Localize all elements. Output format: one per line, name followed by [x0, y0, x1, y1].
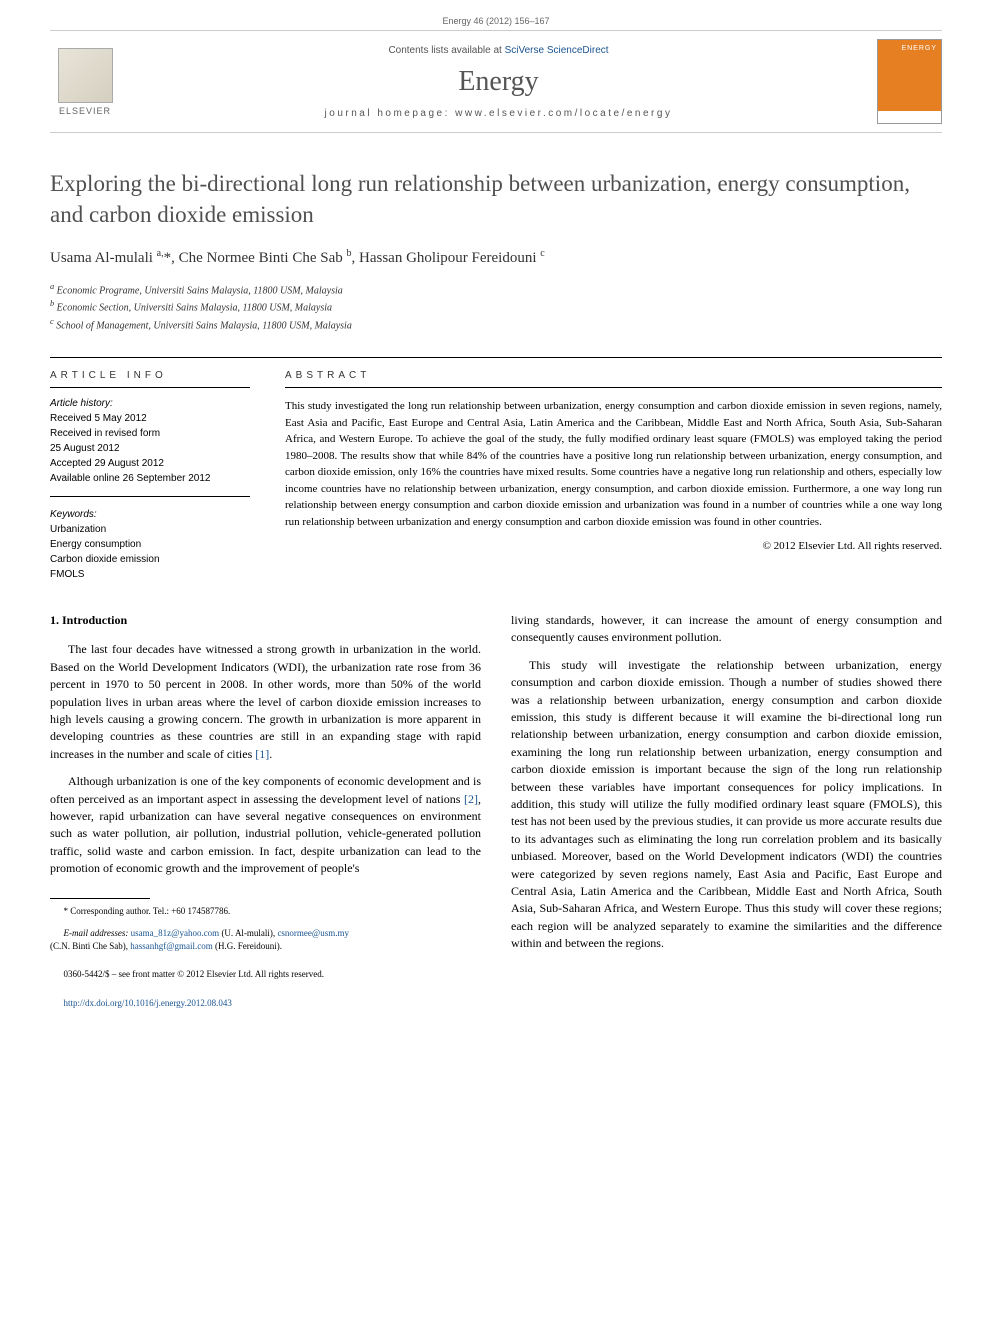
history-label: Article history: — [50, 396, 250, 411]
history-revised-label: Received in revised form — [50, 426, 250, 441]
ref-1-link[interactable]: [1] — [255, 747, 269, 761]
keywords-block: Keywords: Urbanization Energy consumptio… — [50, 507, 250, 582]
cover-title: ENERGY — [901, 45, 937, 52]
history-online: Available online 26 September 2012 — [50, 471, 250, 486]
section-1-heading: 1. Introduction — [50, 612, 481, 629]
email-footnote: E-mail addresses: usama_81z@yahoo.com (U… — [50, 927, 481, 952]
doi-line: http://dx.doi.org/10.1016/j.energy.2012.… — [50, 997, 481, 1010]
body-two-columns: 1. Introduction The last four decades ha… — [50, 612, 942, 1019]
intro-para-2: Although urbanization is one of the key … — [50, 773, 481, 877]
issn-line: 0360-5442/$ – see front matter © 2012 El… — [50, 968, 481, 981]
contents-available-line: Contents lists available at SciVerse Sci… — [135, 45, 862, 56]
history-accepted: Accepted 29 August 2012 — [50, 456, 250, 471]
article-title: Exploring the bi-directional long run re… — [50, 168, 942, 230]
keyword-3: Carbon dioxide emission — [50, 552, 250, 567]
elsevier-tree-icon — [58, 48, 113, 103]
affiliation-a: a Economic Programe, Universiti Sains Ma… — [50, 281, 942, 298]
body-column-right: living standards, however, it can increa… — [511, 612, 942, 1019]
email-link-3[interactable]: hassanhgf@gmail.com — [130, 941, 213, 951]
journal-header: Energy 46 (2012) 156–167 ELSEVIER Conten… — [50, 30, 942, 133]
keyword-1: Urbanization — [50, 522, 250, 537]
abstract-heading: ABSTRACT — [285, 358, 942, 388]
info-abstract-row: ARTICLE INFO Article history: Received 5… — [50, 357, 942, 582]
email-link-2[interactable]: csnormee@usm.my — [277, 928, 349, 938]
keywords-label: Keywords: — [50, 507, 250, 522]
history-revised-date: 25 August 2012 — [50, 441, 250, 456]
affiliations: a Economic Programe, Universiti Sains Ma… — [50, 281, 942, 333]
page-range: Energy 46 (2012) 156–167 — [442, 16, 549, 26]
keyword-2: Energy consumption — [50, 537, 250, 552]
journal-homepage-line: journal homepage: www.elsevier.com/locat… — [135, 108, 862, 119]
footnote-separator — [50, 898, 150, 899]
keyword-4: FMOLS — [50, 567, 250, 582]
article-history: Article history: Received 5 May 2012 Rec… — [50, 396, 250, 497]
corresponding-author-footnote: * Corresponding author. Tel.: +60 174587… — [50, 905, 481, 918]
intro-para-4: This study will investigate the relation… — [511, 657, 942, 953]
article-info-heading: ARTICLE INFO — [50, 358, 250, 388]
history-received: Received 5 May 2012 — [50, 411, 250, 426]
sciencedirect-link[interactable]: SciVerse ScienceDirect — [505, 45, 609, 56]
header-center: Contents lists available at SciVerse Sci… — [135, 45, 862, 119]
doi-link[interactable]: http://dx.doi.org/10.1016/j.energy.2012.… — [64, 998, 232, 1008]
elsevier-label: ELSEVIER — [59, 106, 111, 116]
email-link-1[interactable]: usama_81z@yahoo.com — [131, 928, 220, 938]
abstract-copyright: © 2012 Elsevier Ltd. All rights reserved… — [285, 540, 942, 552]
ref-2-link[interactable]: [2] — [464, 792, 478, 806]
abstract-column: ABSTRACT This study investigated the lon… — [285, 358, 942, 582]
body-column-left: 1. Introduction The last four decades ha… — [50, 612, 481, 1019]
journal-cover-thumbnail[interactable]: ENERGY — [877, 39, 942, 124]
elsevier-logo[interactable]: ELSEVIER — [50, 42, 120, 122]
intro-para-1: The last four decades have witnessed a s… — [50, 641, 481, 763]
affiliation-b: b Economic Section, Universiti Sains Mal… — [50, 298, 942, 315]
affiliation-c: c School of Management, Universiti Sains… — [50, 316, 942, 333]
abstract-text: This study investigated the long run rel… — [285, 398, 942, 530]
authors-line: Usama Al-mulali a,*, Che Normee Binti Ch… — [50, 248, 942, 267]
intro-para-3: living standards, however, it can increa… — [511, 612, 942, 647]
article-info-column: ARTICLE INFO Article history: Received 5… — [50, 358, 250, 582]
journal-name: Energy — [135, 66, 862, 98]
journal-homepage-url[interactable]: www.elsevier.com/locate/energy — [455, 108, 672, 119]
